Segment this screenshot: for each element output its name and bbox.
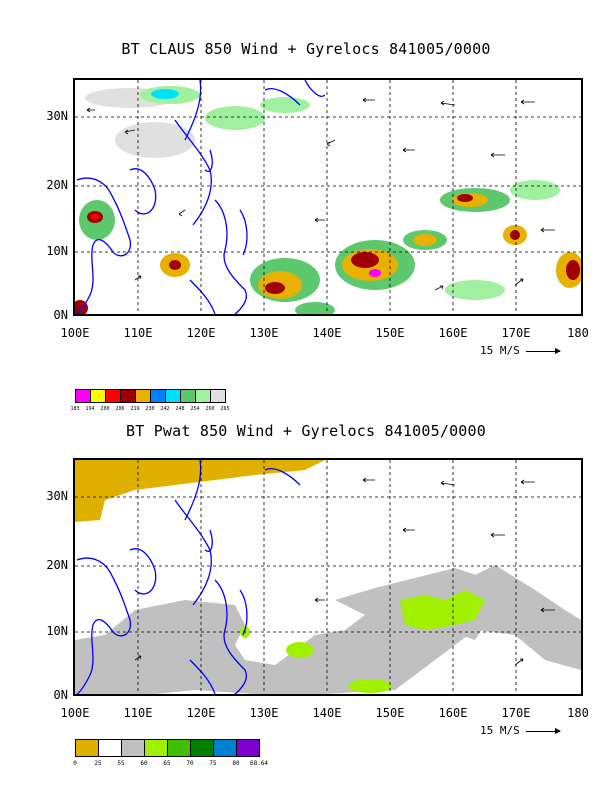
panel1-lon-label-180: 180 — [567, 326, 589, 340]
panel1-map-canvas — [75, 80, 581, 314]
panel1-colorbar-swatch — [90, 389, 106, 403]
panel2-colorbar-label: 65 — [163, 760, 171, 767]
panel1-scale-label: 15 M/S — [480, 344, 520, 357]
panel1-colorbar-swatch — [180, 389, 196, 403]
panel1-colorbar-label: 260 — [205, 406, 215, 412]
panel2-colorbar-swatch — [144, 739, 168, 757]
panel1-colorbar-label: 194 — [85, 406, 95, 412]
panel1-coastlines — [76, 80, 326, 314]
panel1-lon-label-150e: 150E — [375, 326, 405, 340]
panel2-lon-label-140e: 140E — [312, 706, 342, 720]
panel1-lon-label-110e: 110E — [123, 326, 153, 340]
panel2-lat-label-0n: 0N — [53, 688, 68, 702]
panel2-colorbar-label: 60 — [140, 760, 148, 767]
panel2-lon-label-150e: 150E — [375, 706, 405, 720]
panel1-colorbar-swatch — [150, 389, 166, 403]
panel1-colorbar-label: 242 — [160, 406, 170, 412]
panel2-lat-label-20n: 20N — [46, 558, 68, 572]
panel2-map-canvas — [75, 460, 581, 694]
panel2-lon-label-100e: 100E — [60, 706, 90, 720]
panel1-title: BT CLAUS 850 Wind + Gyrelocs 841005/0000 — [121, 40, 491, 58]
panel2-colorbar-label: 25 — [94, 760, 102, 767]
panel2-colorbar-swatch — [236, 739, 260, 757]
panel1-colorbar-label: 230 — [145, 406, 155, 412]
panel1-colorbar-swatch — [75, 389, 91, 403]
panel1-lat-label-20n: 20N — [46, 178, 68, 192]
panel1-colorbar-label: 200 — [100, 406, 110, 412]
scale-arrow-icon — [525, 347, 561, 354]
panel1-colorbar-swatch — [210, 389, 226, 403]
panel2-lon-label-130e: 130E — [249, 706, 279, 720]
panel1-lat-label-0n: 0N — [53, 308, 68, 322]
panel1-colorbar-label: 265 — [220, 406, 230, 412]
panel1-lat-label-30n: 30N — [46, 109, 68, 123]
panel2-coastlines — [76, 460, 301, 694]
panel1-colorbar-label: 248 — [175, 406, 185, 412]
panel1-colorbar-swatch — [195, 389, 211, 403]
panel1-map — [73, 78, 583, 316]
panel1-cloud-shading — [75, 86, 581, 314]
panel2-grid — [75, 460, 581, 694]
panel1-lon-label-140e: 140E — [312, 326, 342, 340]
panel1-lon-label-160e: 160E — [438, 326, 468, 340]
panel2-lat-label-30n: 30N — [46, 489, 68, 503]
panel1-colorbar-label: 183 — [70, 406, 80, 412]
panel2-colorbar-label: 75 — [209, 760, 217, 767]
panel2-colorbar-swatch — [167, 739, 191, 757]
panel2-colorbar-label: 70 — [186, 760, 194, 767]
panel2-wind-arrows — [134, 477, 555, 666]
panel1-lat-label-10n: 10N — [46, 244, 68, 258]
panel2-scale-label: 15 M/S — [480, 724, 520, 737]
panel2-colorbar-label: 80 — [232, 760, 240, 767]
panel1-colorbar-label: 206 — [115, 406, 125, 412]
panel2-colorbar — [75, 739, 260, 757]
panel1-colorbar-swatch — [105, 389, 121, 403]
panel2-lon-label-120e: 120E — [186, 706, 216, 720]
panel1-colorbar-labels: 183 194 200 206 219 230 242 248 254 260 … — [70, 406, 245, 414]
panel1-colorbar-label: 254 — [190, 406, 200, 412]
panel2-lon-label-170e: 170E — [501, 706, 531, 720]
panel1-colorbar — [75, 389, 226, 403]
panel2-colorbar-label: 0 — [73, 760, 77, 767]
panel2-lon-label-110e: 110E — [123, 706, 153, 720]
panel1-lon-label-120e: 120E — [186, 326, 216, 340]
panel2-colorbar-swatch — [121, 739, 145, 757]
panel2-colorbar-swatch — [190, 739, 214, 757]
panel1-lon-label-170e: 170E — [501, 326, 531, 340]
panel2-colorbar-swatch — [75, 739, 99, 757]
panel1-lon-label-130e: 130E — [249, 326, 279, 340]
panel1-colorbar-swatch — [165, 389, 181, 403]
panel2-colorbar-labels: 0 25 55 60 65 70 75 80 68.64 — [73, 760, 275, 768]
panel1-colorbar-label: 219 — [130, 406, 140, 412]
panel2-pwat-shading — [75, 460, 581, 694]
panel1-colorbar-swatch — [120, 389, 136, 403]
scale-arrow-icon — [525, 727, 561, 734]
panel2-lon-label-180: 180 — [567, 706, 589, 720]
panel1-lon-label-100e: 100E — [60, 326, 90, 340]
panel2-map — [73, 458, 583, 696]
panel2-lat-label-10n: 10N — [46, 624, 68, 638]
panel2-colorbar-swatch — [213, 739, 237, 757]
panel1-colorbar-swatch — [135, 389, 151, 403]
panel2-colorbar-swatch — [98, 739, 122, 757]
panel1-wind-arrows — [86, 97, 555, 291]
panel2-wind-scale: 15 M/S — [480, 724, 561, 737]
panel2-lon-label-160e: 160E — [438, 706, 468, 720]
panel2-title: BT Pwat 850 Wind + Gyrelocs 841005/0000 — [126, 422, 486, 440]
panel2-colorbar-label: 68.64 — [249, 760, 269, 767]
panel1-grid — [75, 80, 581, 314]
panel2-colorbar-label: 55 — [117, 760, 125, 767]
panel1-wind-scale: 15 M/S — [480, 344, 561, 357]
